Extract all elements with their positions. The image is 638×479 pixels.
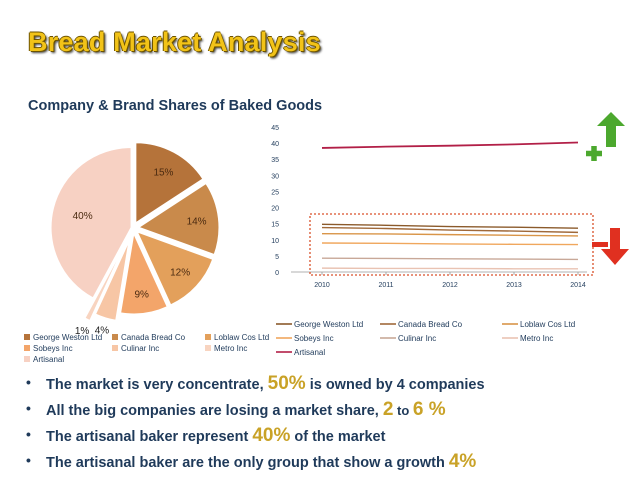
x-tick-label: 2014: [570, 282, 586, 289]
highlight-value: 50%: [267, 373, 306, 394]
bullet-text: The market is very concentrate,: [46, 377, 268, 393]
line-legend-label: Metro Inc: [520, 334, 553, 343]
pie-slice-sobeys-inc: [120, 232, 168, 315]
y-tick-label: 5: [275, 254, 279, 261]
bullet-text: The artisanal baker represent: [46, 429, 253, 445]
series-line-artisanal: [321, 141, 579, 149]
line-legend-label: George Weston Ltd: [294, 320, 363, 329]
key-findings-list: The market is very concentrate, 50% is o…: [26, 370, 485, 475]
pie-legend-label: Culinar Inc: [121, 344, 159, 353]
bullet-text: of the market: [290, 429, 386, 445]
pie-legend-label: Sobeys Inc: [33, 344, 73, 353]
series-line-canada-bread-co: [321, 226, 579, 234]
series-line-george-weston-ltd: [321, 223, 579, 229]
series-line-loblaw-cos-ltd: [321, 232, 579, 237]
y-tick-label: 10: [271, 238, 279, 245]
x-tick-label: 2010: [314, 282, 330, 289]
pie-legend-label: Artisanal: [33, 355, 64, 364]
pie-data-label: 14%: [187, 217, 207, 228]
y-tick-label: 20: [271, 206, 279, 213]
bullet-text: to: [393, 403, 413, 418]
pie-chart: 15% 14% 12% 9% 4% 1% 40%: [50, 142, 220, 337]
highlight-value: 6 %: [412, 399, 446, 420]
x-tick-label: 2012: [442, 282, 458, 289]
green-plus-up-arrow-icon: [586, 112, 625, 161]
pie-slice-george-weston-ltd: [135, 142, 204, 224]
pie-legend-swatch: [205, 334, 211, 340]
highlight-value: 40%: [252, 425, 291, 446]
pie-legend: George Weston Ltd Canada Bread Co Loblaw C…: [24, 333, 269, 364]
line-legend-label: Loblaw Cos Ltd: [520, 320, 575, 329]
pie-legend-swatch: [24, 334, 30, 340]
pie-data-label: 40%: [73, 211, 93, 222]
line-legend-label: Sobeys Inc: [294, 334, 334, 343]
pie-data-label: 15%: [153, 168, 173, 179]
y-tick-label: 0: [275, 270, 279, 277]
pie-legend-swatch: [205, 345, 211, 351]
line-legend-label: Canada Bread Co: [398, 320, 463, 329]
bullet-text: is owned by 4 companies: [305, 377, 485, 393]
pie-legend-label: Loblaw Cos Ltd: [214, 333, 269, 342]
red-minus-down-arrow-icon: [592, 228, 629, 265]
y-tick-label: 45: [271, 125, 279, 132]
pie-legend-swatch: [24, 345, 30, 351]
highlight-value: 4%: [448, 451, 477, 472]
bullet-losing-share: All the big companies are losing a marke…: [26, 396, 485, 422]
pie-legend-swatch: [112, 334, 118, 340]
line-legend-label: Culinar Inc: [398, 334, 436, 343]
chart-subtitle: Company & Brand Shares of Baked Goods: [28, 98, 323, 114]
series-line-sobeys-inc: [321, 242, 579, 246]
y-tick-label: 15: [271, 222, 279, 229]
pie-slice-metro-inc: [84, 247, 124, 322]
bullet-concentration: The market is very concentrate, 50% is o…: [26, 370, 485, 396]
bullet-text: All the big companies are losing a marke…: [46, 403, 383, 419]
pie-legend-label: George Weston Ltd: [33, 333, 102, 342]
pie-legend-label: Canada Bread Co: [121, 333, 186, 342]
y-tick-label: 30: [271, 173, 279, 180]
y-tick-label: 25: [271, 189, 279, 196]
bullet-artisanal-share: The artisanal baker represent 40% of the…: [26, 422, 485, 448]
series-line-culinar-inc: [321, 257, 579, 261]
pie-legend-label: Metro Inc: [214, 344, 247, 353]
pie-data-label: 9%: [134, 289, 149, 300]
pie-legend-swatch: [112, 345, 118, 351]
pie-data-label: 1%: [75, 326, 90, 337]
pie-legend-swatch: [24, 356, 30, 362]
bullet-text: The artisanal baker are the only group t…: [46, 455, 449, 471]
pie-slice-artisanal: [50, 147, 132, 299]
bullet-artisanal-growth: The artisanal baker are the only group t…: [26, 448, 485, 474]
series-line-metro-inc: [321, 267, 578, 270]
y-tick-label: 35: [271, 157, 279, 164]
line-chart: 0 5 10 15 20 25 30 35 40 45 2010 2011 2012 2013 2014: [271, 125, 587, 289]
pie-data-label: 4%: [95, 325, 110, 336]
x-tick-label: 2011: [378, 282, 393, 289]
line-legend-label: Artisanal: [294, 348, 325, 357]
y-tick-label: 40: [271, 141, 279, 148]
pie-slice-canada-bread-co: [137, 182, 220, 256]
slide-title: Bread Market Analysis: [28, 27, 321, 57]
line-legend: George Weston Ltd Canada Bread Co Loblaw C…: [276, 320, 575, 357]
pie-data-label: 12%: [170, 267, 190, 278]
pie-slice-culinar-inc: [94, 241, 130, 321]
highlight-value: 2: [382, 399, 394, 420]
pie-slice-loblaw-cos-ltd: [136, 231, 214, 306]
x-tick-label: 2013: [506, 282, 522, 289]
